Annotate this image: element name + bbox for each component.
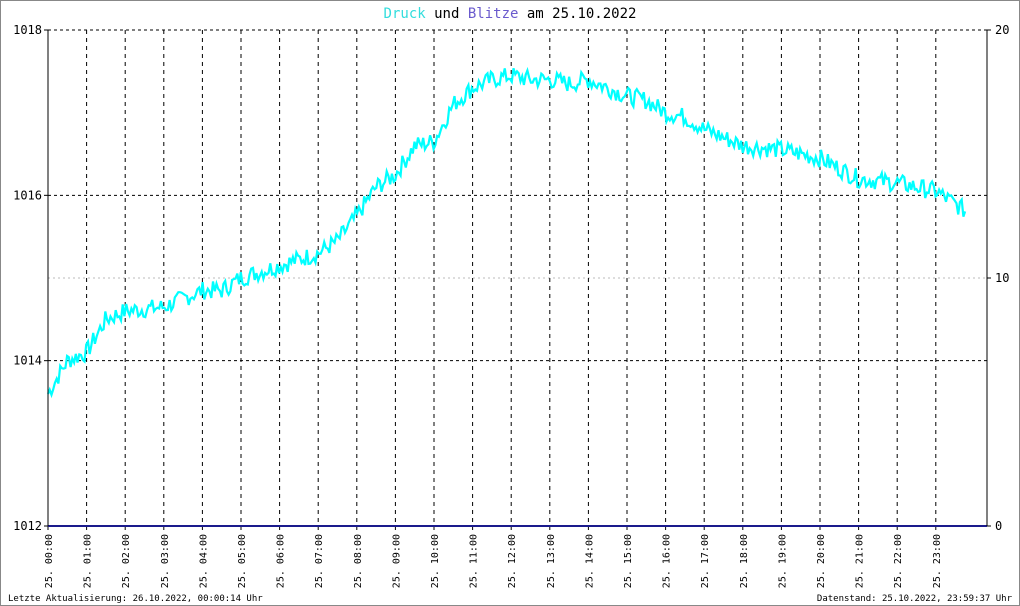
x-tick-label: 25. 04:00 (198, 534, 209, 588)
x-tick-label: 25. 02:00 (121, 534, 132, 588)
title-druck: Druck (384, 6, 427, 22)
x-tick-label: 25. 11:00 (469, 534, 480, 588)
x-tick-label: 25. 23:00 (932, 534, 943, 588)
series-line-druck (46, 66, 967, 399)
y-tick-label-left: 1012 (13, 519, 42, 533)
footer-last-update: Letzte Aktualisierung: 26.10.2022, 00:00… (8, 594, 263, 604)
x-tick-label: 25. 13:00 (546, 534, 557, 588)
x-tick-label: 25. 12:00 (507, 534, 518, 588)
y-tick-label-left: 1014 (13, 354, 42, 368)
y-axis-right: 0 10 20 (987, 23, 1009, 533)
x-tick-label: 25. 21:00 (855, 534, 866, 588)
x-tick-label: 25. 17:00 (700, 534, 711, 588)
x-tick-label: 25. 01:00 (83, 534, 94, 588)
x-tick-label: 25. 14:00 (584, 534, 595, 588)
x-tick-label: 25. 08:00 (353, 534, 364, 588)
grid (48, 29, 987, 526)
x-axis: 25. 00:00 25. 01:00 25. 02:00 25. 03:00 25. … (44, 526, 943, 588)
y-tick-label-right: 10 (995, 271, 1009, 285)
x-tick-label: 25. 10:00 (430, 534, 441, 588)
chart-title: Druck und Blitze am 25.10.2022 (384, 6, 637, 22)
x-tick-label: 25. 03:00 (160, 534, 171, 588)
y-tick-label-left: 1018 (13, 23, 42, 37)
x-tick-label: 25. 15:00 (623, 534, 634, 588)
x-tick-label: 25. 00:00 (44, 534, 55, 588)
x-tick-label: 25. 05:00 (237, 534, 248, 588)
y-tick-label-left: 1016 (13, 188, 42, 202)
title-und: und (426, 6, 468, 22)
x-tick-label: 25. 06:00 (276, 534, 287, 588)
series (46, 66, 987, 527)
title-blitze: Blitze (468, 6, 519, 22)
x-tick-label: 25. 19:00 (777, 534, 788, 588)
x-tick-label: 25. 16:00 (662, 534, 673, 588)
x-tick-label: 25. 22:00 (893, 534, 904, 588)
title-date: am 25.10.2022 (518, 6, 636, 22)
y-axis-left: 1012 1014 1016 1018 (13, 23, 48, 533)
y-tick-label-right: 20 (995, 23, 1009, 37)
x-tick-label: 25. 18:00 (739, 534, 750, 588)
y-tick-label-right: 0 (995, 519, 1002, 533)
footer-data-status: Datenstand: 25.10.2022, 23:59:37 Uhr (817, 594, 1013, 604)
x-tick-label: 25. 20:00 (816, 534, 827, 588)
x-tick-label: 25. 09:00 (391, 534, 402, 588)
x-tick-label: 25. 07:00 (314, 534, 325, 588)
